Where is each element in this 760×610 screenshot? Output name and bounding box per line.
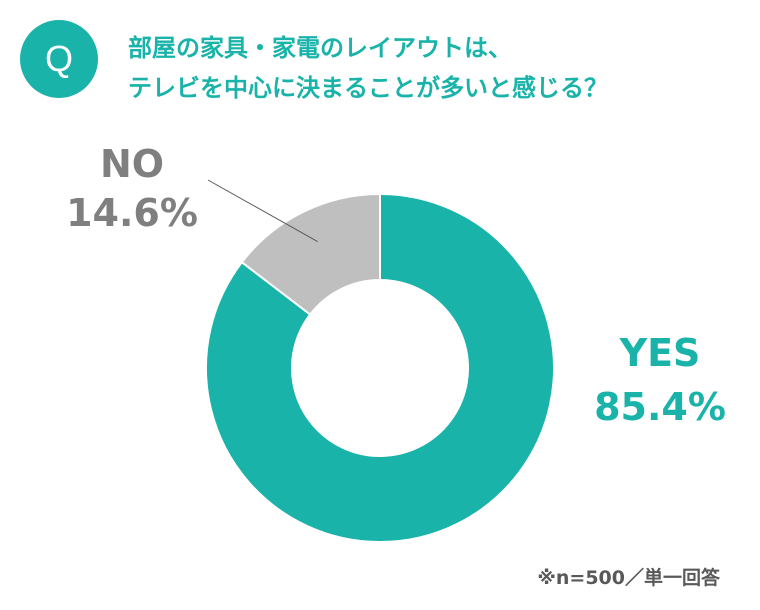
leader-line-no [207,179,318,243]
sample-note: ※n=500／単一回答 [537,567,720,589]
chart-title: 部屋の家具・家電のレイアウトは、 テレビを中心に決まることが多いと感じる？ [128,28,748,108]
slice-no [240,192,381,316]
title-line-2: テレビを中心に決まることが多いと感じる？ [128,74,608,102]
slice-yes [205,192,555,543]
title-line-1: 部屋の家具・家電のレイアウトは、 [128,34,512,62]
question-badge: Q [20,20,98,98]
label-no-name: NO [100,142,164,186]
label-yes-value: 85.4% [594,385,726,429]
label-no-value: 14.6% [66,191,198,235]
label-yes-name: YES [619,331,701,375]
